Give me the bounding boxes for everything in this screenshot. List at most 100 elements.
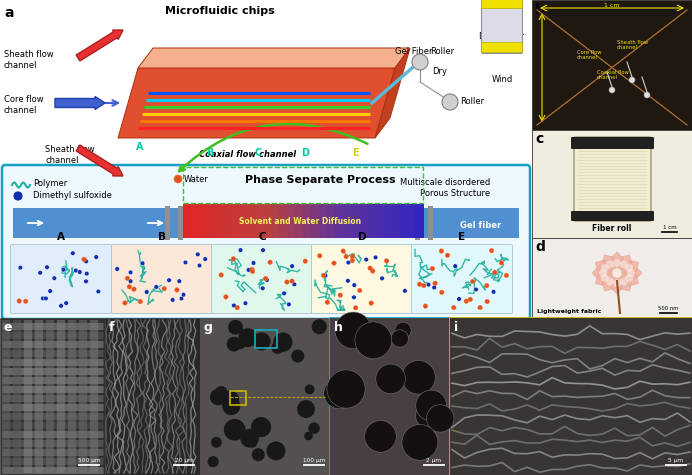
Circle shape	[246, 267, 251, 272]
Text: Multiscale disordered
Porous Structure: Multiscale disordered Porous Structure	[400, 178, 490, 198]
Circle shape	[620, 260, 628, 268]
Circle shape	[613, 259, 621, 267]
Circle shape	[13, 191, 23, 201]
FancyBboxPatch shape	[311, 245, 412, 314]
Circle shape	[268, 260, 273, 265]
Text: E: E	[458, 232, 466, 242]
Circle shape	[167, 278, 172, 283]
Circle shape	[219, 273, 224, 277]
Polygon shape	[619, 274, 639, 286]
Text: Dimethyl sulfoxide: Dimethyl sulfoxide	[33, 190, 112, 200]
Polygon shape	[610, 276, 623, 294]
FancyBboxPatch shape	[343, 204, 352, 238]
Text: Lightweight fabric: Lightweight fabric	[537, 309, 601, 314]
Circle shape	[485, 299, 489, 304]
Circle shape	[162, 286, 167, 291]
Circle shape	[45, 265, 49, 269]
Circle shape	[627, 269, 635, 277]
Text: Fiber roll: Fiber roll	[592, 224, 632, 233]
Circle shape	[84, 259, 89, 264]
FancyBboxPatch shape	[191, 204, 199, 238]
Circle shape	[345, 278, 350, 283]
Text: C: C	[258, 232, 266, 242]
Circle shape	[238, 328, 257, 347]
Circle shape	[38, 270, 42, 275]
Circle shape	[235, 305, 239, 310]
Circle shape	[260, 286, 265, 291]
Circle shape	[612, 268, 622, 278]
Circle shape	[291, 350, 304, 362]
Bar	[450, 318, 692, 475]
Text: Gel fiber: Gel fiber	[460, 220, 501, 229]
Circle shape	[297, 400, 315, 418]
FancyBboxPatch shape	[111, 245, 212, 314]
Text: d: d	[535, 240, 545, 254]
Circle shape	[228, 320, 243, 335]
Circle shape	[224, 294, 228, 299]
FancyArrow shape	[76, 145, 123, 176]
Circle shape	[304, 432, 313, 440]
Bar	[532, 130, 692, 238]
Text: C: C	[255, 148, 262, 158]
Circle shape	[346, 260, 351, 265]
Polygon shape	[138, 48, 410, 68]
Circle shape	[412, 54, 428, 70]
Circle shape	[474, 287, 478, 292]
Text: Gel Fiber: Gel Fiber	[395, 48, 432, 57]
Bar	[105, 318, 200, 475]
Circle shape	[183, 260, 188, 265]
FancyBboxPatch shape	[287, 204, 295, 238]
FancyBboxPatch shape	[207, 204, 215, 238]
Circle shape	[335, 312, 372, 349]
Circle shape	[64, 301, 69, 305]
Circle shape	[48, 289, 53, 294]
FancyBboxPatch shape	[247, 204, 255, 238]
FancyBboxPatch shape	[367, 204, 376, 238]
FancyBboxPatch shape	[415, 204, 424, 238]
Polygon shape	[592, 266, 614, 279]
Circle shape	[197, 263, 202, 268]
Polygon shape	[602, 255, 617, 271]
Circle shape	[384, 258, 389, 263]
Bar	[200, 318, 330, 475]
Text: Roller: Roller	[430, 48, 454, 57]
Circle shape	[376, 364, 406, 394]
Circle shape	[215, 386, 228, 399]
FancyBboxPatch shape	[482, 0, 522, 54]
Circle shape	[395, 322, 411, 338]
FancyBboxPatch shape	[351, 204, 360, 238]
Text: 500 μm: 500 μm	[78, 458, 100, 463]
Circle shape	[401, 361, 435, 394]
FancyBboxPatch shape	[327, 204, 336, 238]
Circle shape	[131, 287, 136, 292]
Circle shape	[145, 290, 149, 294]
Circle shape	[380, 276, 384, 281]
Circle shape	[226, 337, 242, 352]
Circle shape	[251, 269, 255, 274]
Circle shape	[365, 420, 397, 452]
Circle shape	[369, 301, 374, 305]
Text: Coaxial flow
channel: Coaxial flow channel	[597, 70, 629, 80]
FancyArrow shape	[76, 30, 123, 61]
Text: D: D	[358, 232, 366, 242]
Bar	[532, 238, 692, 318]
Bar	[230, 391, 246, 405]
Circle shape	[251, 417, 271, 437]
Circle shape	[325, 300, 329, 304]
FancyBboxPatch shape	[415, 206, 420, 240]
Circle shape	[613, 279, 621, 287]
Circle shape	[84, 271, 89, 276]
Circle shape	[181, 293, 185, 297]
Circle shape	[82, 257, 86, 262]
Bar	[330, 318, 450, 475]
FancyBboxPatch shape	[383, 204, 392, 238]
Circle shape	[273, 332, 293, 352]
FancyBboxPatch shape	[391, 204, 399, 238]
Circle shape	[174, 175, 182, 183]
FancyBboxPatch shape	[574, 137, 651, 221]
Circle shape	[210, 389, 226, 405]
Text: Core flow
channel: Core flow channel	[577, 49, 601, 60]
Circle shape	[451, 305, 456, 310]
Circle shape	[154, 285, 158, 289]
Text: Dry: Dry	[432, 67, 447, 76]
